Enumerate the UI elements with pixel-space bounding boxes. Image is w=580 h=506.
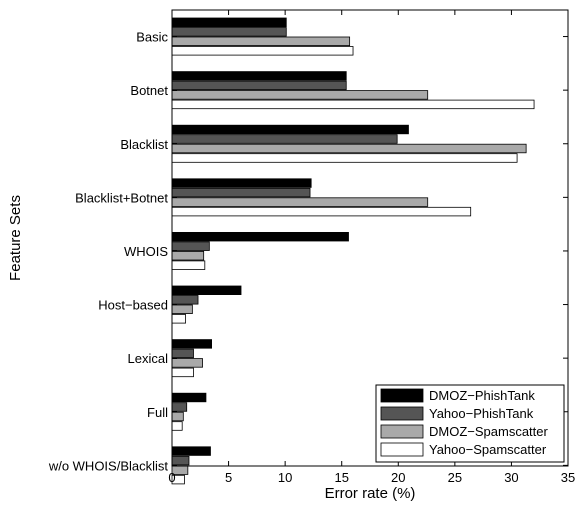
x-tick-label: 5: [225, 470, 232, 485]
plot-frame: [171, 9, 569, 467]
bar: [171, 250, 205, 261]
bar: [171, 153, 518, 163]
bar: [171, 455, 190, 466]
x-tick-label: 0: [168, 470, 175, 485]
y-tick-label: Botnet: [130, 83, 168, 98]
x-tick-label: 25: [448, 470, 462, 485]
legend-swatch: [380, 388, 424, 403]
x-tick-label: 15: [334, 470, 348, 485]
bar: [171, 358, 203, 368]
bar: [171, 348, 194, 359]
x-tick-label: 20: [391, 470, 405, 485]
bar: [171, 197, 429, 207]
bar: [171, 231, 349, 242]
x-tick-label: 35: [561, 470, 575, 485]
legend-swatch: [380, 406, 424, 421]
legend-label: Yahoo−PhishTank: [429, 406, 534, 421]
legend: DMOZ−PhishTank Yahoo−PhishTank DMOZ−Spamsc…: [375, 384, 565, 463]
bar: [171, 295, 199, 305]
bar: [171, 411, 184, 422]
legend-label: DMOZ−Spamscatter: [429, 424, 549, 439]
bar: [171, 446, 211, 456]
bar: [171, 178, 312, 188]
bars-layer: [171, 17, 535, 485]
bar: [171, 367, 194, 378]
bar: [171, 304, 193, 315]
bar: [171, 17, 287, 28]
bar: [171, 80, 347, 91]
x-axis-label: Error rate (%): [325, 485, 416, 502]
bar: [171, 124, 409, 135]
legend-label: Yahoo−Spamscatter: [429, 442, 547, 457]
bar: [171, 392, 207, 403]
bar: [171, 474, 185, 485]
bar: [171, 314, 186, 324]
bar: [171, 421, 183, 431]
axes-layer: Basic Botnet Blacklist Blacklist+Botnet WHOI…: [48, 10, 575, 485]
legend-label: DMOZ−PhishTank: [429, 388, 535, 403]
y-tick-label: Basic: [136, 30, 168, 45]
bar: [171, 143, 527, 154]
bar: [171, 206, 472, 217]
x-tick-label: 10: [278, 470, 292, 485]
bar: [171, 36, 351, 47]
legend-swatch: [380, 424, 424, 439]
y-tick-label: Lexical: [128, 351, 169, 366]
y-tick-label: Full: [147, 405, 168, 420]
bar: [171, 402, 188, 412]
bar: [171, 27, 287, 37]
y-tick-label: Host−based: [98, 298, 168, 313]
bar: [171, 260, 206, 270]
bar: [171, 90, 429, 100]
y-tick-label: Blacklist+Botnet: [75, 190, 168, 205]
bar: [171, 71, 347, 81]
y-tick-label: Blacklist: [120, 137, 168, 152]
bar: [171, 285, 242, 296]
legend-swatch: [380, 442, 424, 457]
y-tick-label: w/o WHOIS/Blacklist: [48, 458, 169, 473]
bar: [171, 99, 535, 110]
bar: [171, 339, 212, 349]
bar: [171, 187, 311, 198]
bar: [171, 241, 210, 251]
y-tick-label: WHOIS: [124, 244, 168, 259]
bar: [171, 134, 398, 144]
y-axis-label: Feature Sets: [7, 195, 24, 281]
bar: [171, 46, 354, 56]
x-tick-label: 30: [504, 470, 518, 485]
